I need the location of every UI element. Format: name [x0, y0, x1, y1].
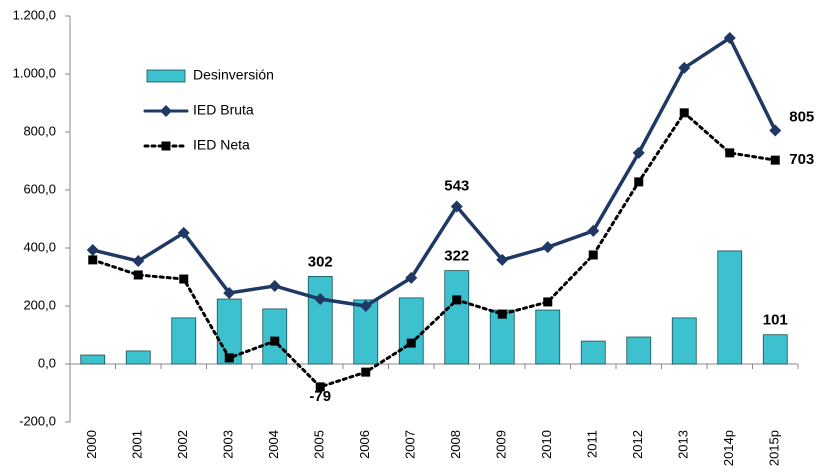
marker	[497, 309, 507, 319]
marker	[634, 177, 644, 187]
x-tick-label: 2006	[357, 430, 372, 459]
data-label: 322	[444, 248, 469, 265]
marker	[359, 300, 372, 312]
legend-marker	[160, 105, 172, 117]
marker	[587, 224, 600, 237]
marker	[177, 226, 190, 239]
bar	[216, 298, 242, 365]
marker	[588, 250, 598, 260]
y-tick-label: 800,0	[23, 123, 56, 138]
bar	[80, 354, 106, 365]
marker	[679, 108, 689, 118]
y-tick-label: 600,0	[23, 181, 56, 196]
y-tick-label: 1.000,0	[13, 65, 56, 80]
data-label: 805	[789, 109, 814, 126]
bar	[535, 309, 561, 365]
marker	[314, 293, 327, 306]
bar	[580, 340, 606, 365]
marker	[132, 255, 145, 268]
x-tick-label: 2000	[84, 430, 99, 459]
y-tick-label: 200,0	[23, 297, 56, 312]
legend-label: Desinversión	[193, 67, 274, 83]
marker	[632, 146, 645, 159]
marker	[452, 295, 462, 305]
x-tick-label: 2015p	[767, 430, 782, 466]
y-tick-label: -200,0	[19, 413, 56, 428]
x-tick-label: 2010	[539, 430, 554, 459]
bar	[262, 308, 288, 365]
legend-marker	[161, 141, 171, 151]
marker	[405, 271, 418, 284]
bar	[444, 270, 470, 365]
marker	[678, 61, 691, 74]
x-tick-label: 2007	[403, 430, 418, 459]
marker	[86, 244, 99, 257]
legend-label: IED Neta	[193, 137, 250, 153]
bar	[398, 297, 424, 365]
x-tick-label: 2013	[676, 430, 691, 459]
x-tick-label: 2001	[130, 430, 145, 459]
x-tick-label: 2005	[312, 430, 327, 459]
marker	[496, 253, 509, 266]
marker	[268, 279, 281, 292]
bar	[671, 317, 697, 365]
marker	[88, 255, 98, 265]
line	[91, 110, 777, 389]
marker	[725, 148, 735, 158]
bar	[171, 317, 197, 365]
x-tick-label: 2014p	[721, 430, 736, 466]
bar	[307, 276, 333, 365]
legend-label: IED Bruta	[193, 102, 254, 118]
marker	[769, 124, 782, 137]
data-label: 101	[763, 312, 788, 329]
marker	[270, 336, 280, 346]
marker	[224, 353, 234, 363]
data-label: 543	[444, 177, 469, 194]
line	[92, 35, 777, 308]
marker	[223, 286, 236, 299]
marker	[543, 297, 553, 307]
bar	[125, 350, 151, 365]
marker	[315, 382, 325, 392]
y-tick-label: 0,0	[38, 355, 56, 370]
bar	[489, 309, 515, 365]
x-tick-label: 2009	[494, 430, 509, 459]
bar	[762, 334, 788, 365]
x-tick-label: 2003	[221, 430, 236, 459]
marker	[450, 200, 463, 213]
marker	[541, 241, 554, 254]
data-label: 302	[308, 253, 333, 270]
marker	[723, 32, 736, 45]
marker	[406, 338, 416, 348]
data-label: 703	[789, 151, 814, 168]
y-tick-label: 400,0	[23, 239, 56, 254]
bar	[626, 336, 652, 365]
marker	[179, 274, 189, 284]
data-label: -79	[309, 388, 331, 405]
legend-swatch	[146, 69, 186, 83]
y-tick-label: 1.200,0	[13, 7, 56, 22]
x-tick-label: 2004	[266, 430, 281, 459]
x-tick-label: 2002	[175, 430, 190, 459]
marker	[770, 155, 780, 165]
marker	[361, 367, 371, 377]
x-tick-label: 2012	[630, 430, 645, 459]
x-tick-label: 2011	[585, 430, 600, 458]
x-tick-label: 2008	[448, 430, 463, 459]
bar	[717, 250, 743, 365]
marker	[133, 270, 143, 280]
